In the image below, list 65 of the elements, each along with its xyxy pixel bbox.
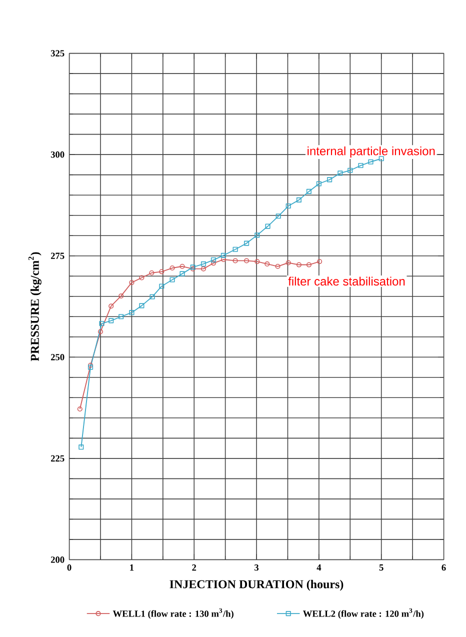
- point: [296, 197, 302, 202]
- point: [347, 168, 352, 173]
- point: [244, 240, 249, 246]
- point: [265, 224, 270, 229]
- point: [78, 444, 84, 450]
- point: [306, 262, 312, 268]
- x-tick-label: 4: [316, 564, 321, 571]
- point: [232, 246, 238, 252]
- x-tick-label: 6: [442, 564, 446, 571]
- y-tick-label: 300: [50, 151, 64, 158]
- point: [358, 162, 364, 168]
- y-tick-label: 325: [50, 50, 64, 56]
- point: [158, 269, 164, 274]
- point: [296, 262, 302, 268]
- point: [148, 270, 154, 276]
- y-tick-label: 200: [50, 556, 64, 563]
- point: [276, 214, 281, 219]
- point: [286, 203, 291, 209]
- point: [220, 252, 226, 258]
- point: [170, 265, 175, 271]
- point: [326, 177, 332, 182]
- point: [306, 188, 312, 194]
- point: [128, 280, 134, 286]
- point: [108, 318, 114, 324]
- point: [232, 258, 238, 264]
- point: [118, 293, 124, 298]
- x-tick-label: 0: [67, 564, 72, 571]
- x-axis-title: INJECTION DURATION (hours): [170, 580, 343, 591]
- point: [275, 264, 280, 269]
- point: [368, 159, 374, 164]
- point: [158, 284, 164, 289]
- point: [244, 258, 249, 264]
- point: [337, 170, 342, 176]
- point: [170, 277, 175, 282]
- point: [138, 275, 144, 280]
- point: [200, 266, 206, 272]
- point: [118, 314, 124, 320]
- legend-label: WELL1 (flow rate : 130 m$^{3}$/h): [112, 608, 234, 619]
- point: [138, 303, 144, 308]
- x-tick-label: 5: [379, 564, 384, 571]
- point: [99, 320, 104, 326]
- point: [254, 259, 260, 264]
- point: [200, 261, 206, 266]
- y-tick-label: 225: [50, 455, 64, 462]
- point: [128, 310, 134, 316]
- point: [264, 261, 270, 266]
- y-tick-label: 250: [50, 354, 64, 360]
- point: [254, 232, 260, 238]
- point: [180, 264, 185, 269]
- y-axis-title: PRESSURE (kg/cm$^{2}$): [28, 252, 42, 362]
- point: [316, 181, 322, 186]
- point: [286, 260, 291, 266]
- y-tick-label: 275: [50, 252, 64, 259]
- point: [210, 257, 216, 262]
- annotation: filter cake stabilisation: [288, 276, 404, 286]
- point: [150, 294, 155, 300]
- point: [98, 329, 103, 334]
- point: [108, 304, 114, 309]
- x-tick-label: 3: [254, 564, 258, 571]
- legend-label: WELL2 (flow rate : 120 m$^{3}$/h): [302, 608, 424, 619]
- annotation: internal particle invasion: [307, 146, 434, 158]
- x-tick-label: 1: [130, 564, 134, 571]
- point: [180, 271, 185, 276]
- point: [210, 260, 216, 266]
- x-tick-label: 2: [192, 564, 196, 571]
